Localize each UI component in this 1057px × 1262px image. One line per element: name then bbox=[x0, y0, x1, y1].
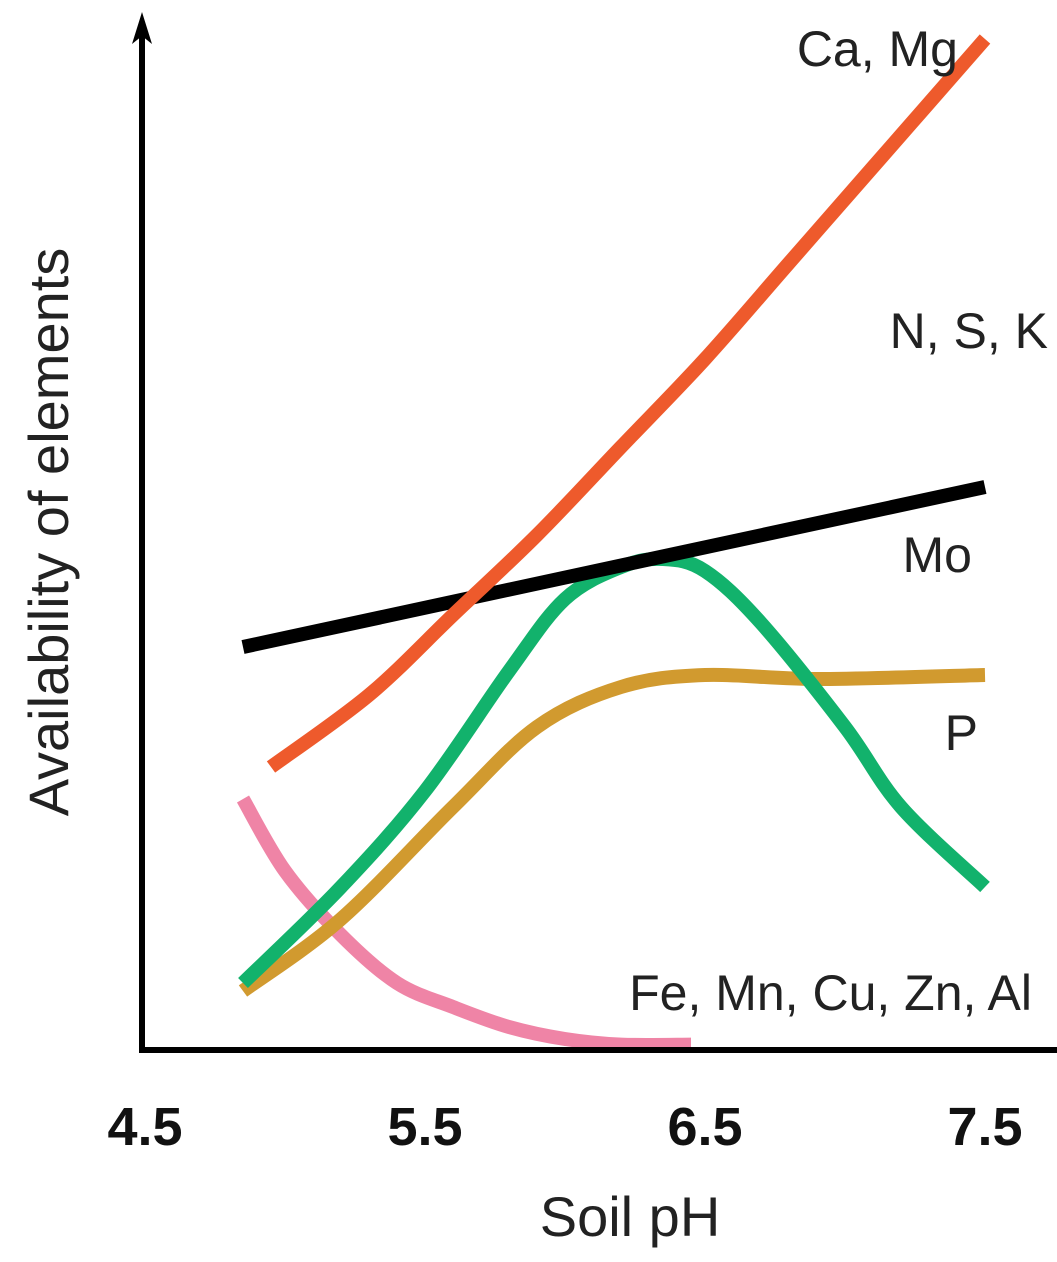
series-label-fe-mn-cu-zn-al: Fe, Mn, Cu, Zn, Al bbox=[629, 965, 1032, 1021]
series-label-mo: Mo bbox=[903, 527, 972, 583]
x-tick-label: 5.5 bbox=[387, 1097, 462, 1157]
series-label-n-s-k: N, S, K bbox=[890, 303, 1048, 359]
y-axis-arrow bbox=[132, 12, 152, 44]
x-tick-label: 7.5 bbox=[947, 1097, 1022, 1157]
x-tick-label: 4.5 bbox=[107, 1097, 182, 1157]
series-labels: Ca, Mg N, S, K Mo P Fe, Mn, Cu, Zn, Al bbox=[629, 21, 1048, 1021]
series-line-mo bbox=[238, 667, 986, 997]
x-tick-label: 6.5 bbox=[667, 1097, 742, 1157]
series-line-fe-mn-cu-zn-al bbox=[236, 795, 692, 1052]
series-line-n-s-k bbox=[241, 480, 987, 654]
x-axis-title: Soil pH bbox=[540, 1185, 721, 1248]
series-label-ca-mg: Ca, Mg bbox=[797, 21, 958, 77]
y-axis-title: Availability of elements bbox=[17, 248, 80, 817]
series-line-ca-mg bbox=[266, 34, 991, 773]
series-label-p: P bbox=[945, 705, 978, 761]
plot-area bbox=[236, 34, 991, 1052]
series-lines bbox=[236, 34, 991, 1052]
x-tick-labels: 4.5 5.5 6.5 7.5 bbox=[107, 1097, 1022, 1157]
